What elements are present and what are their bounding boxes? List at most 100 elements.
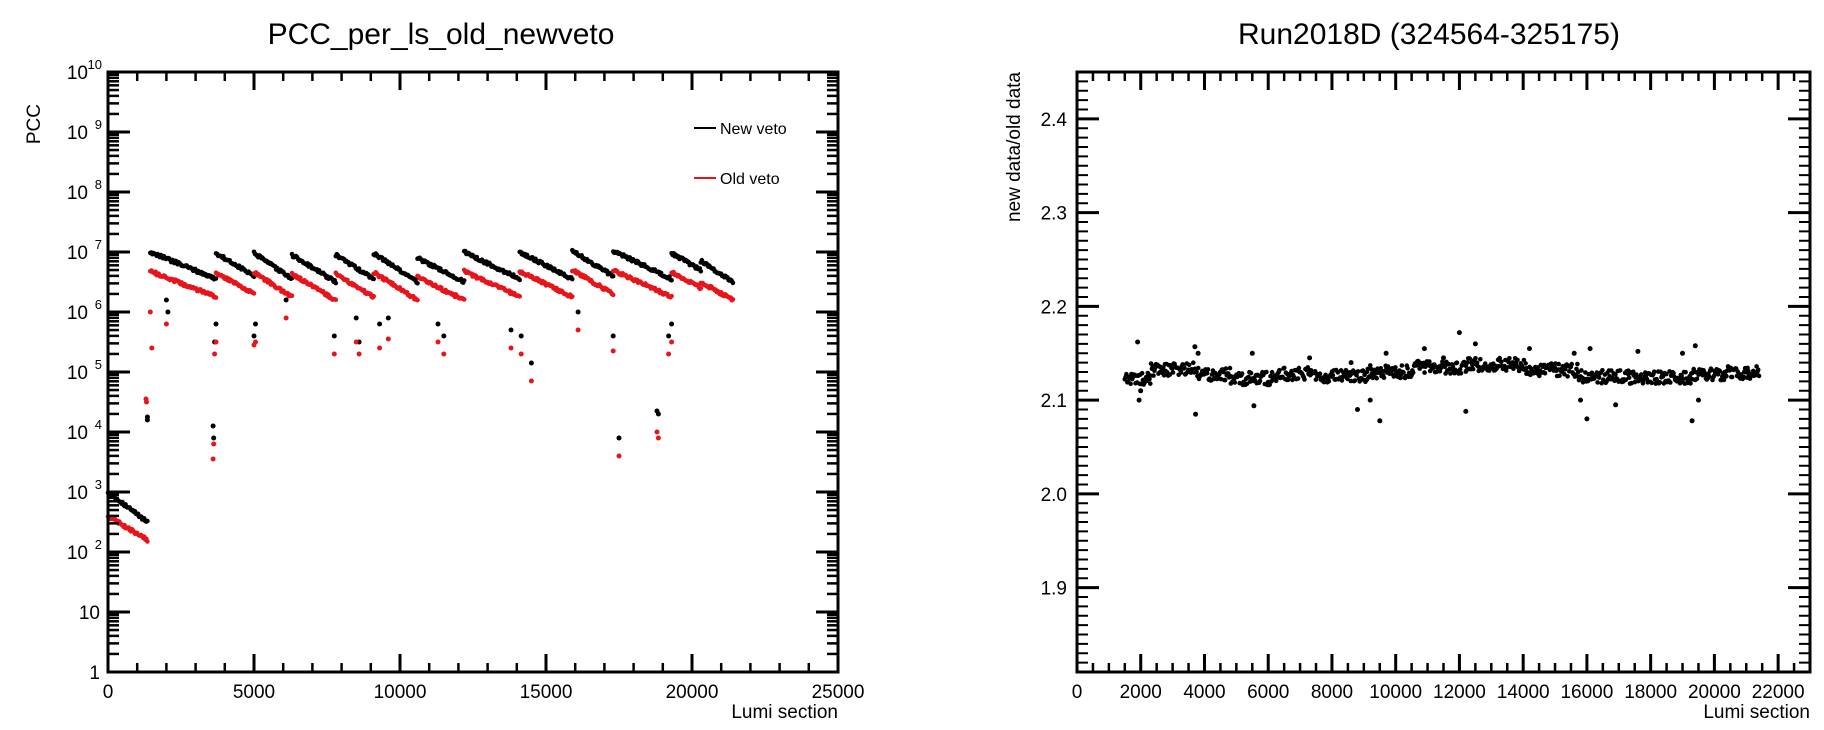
data-point (333, 297, 339, 303)
y-tick-label-exponent: 8 (95, 177, 102, 192)
data-point (165, 309, 171, 315)
data-point (1756, 373, 1762, 379)
data-point (610, 292, 616, 298)
data-point (385, 336, 391, 342)
data-point (1630, 369, 1636, 375)
data-point (1578, 397, 1583, 403)
data-point (1571, 350, 1577, 356)
legend-label: Old veto (720, 171, 780, 188)
data-point (1417, 366, 1422, 371)
y-tick-label: 10 (67, 543, 88, 564)
x-tick-label: 20000 (666, 682, 719, 703)
data-point (575, 327, 581, 333)
data-point (1456, 330, 1462, 336)
data-point (353, 339, 359, 345)
data-point (666, 333, 672, 339)
data-point (1239, 371, 1245, 376)
data-point (655, 435, 661, 441)
data-point (1542, 370, 1548, 376)
data-point (570, 276, 575, 282)
data-point (356, 351, 362, 357)
data-point (1405, 366, 1410, 371)
y-tick-label: 10 (67, 363, 88, 384)
x-tick-label: 8000 (1311, 682, 1353, 703)
x-tick-label: 14000 (1497, 682, 1550, 703)
data-point (377, 345, 383, 351)
data-point (1442, 364, 1448, 370)
data-point (1596, 375, 1602, 380)
data-point (385, 315, 391, 321)
data-point (1427, 359, 1432, 364)
ratio-chart-marks (1122, 330, 1762, 424)
data-point (1450, 364, 1456, 370)
data-point (1562, 371, 1567, 377)
data-point (730, 280, 736, 286)
data-point (210, 423, 216, 429)
data-point (1222, 377, 1228, 383)
data-point (213, 295, 219, 300)
data-point (1696, 397, 1701, 403)
data-point (289, 293, 295, 299)
data-point (1138, 388, 1144, 394)
data-point (1352, 378, 1358, 383)
data-point (655, 411, 661, 417)
data-point (1729, 374, 1735, 380)
data-point (1360, 368, 1366, 373)
data-point (415, 281, 420, 286)
data-point (575, 309, 581, 315)
data-point (616, 435, 622, 441)
data-point (1282, 365, 1287, 371)
data-point (144, 414, 150, 420)
data-point (518, 333, 524, 339)
data-point (1410, 370, 1416, 375)
data-point (1613, 372, 1618, 377)
y-tick-label: 10 (67, 183, 88, 204)
data-point (353, 315, 359, 321)
data-point (1170, 370, 1176, 375)
data-point (1339, 378, 1345, 383)
data-point (1579, 368, 1584, 373)
data-point (371, 293, 377, 299)
data-point (283, 315, 289, 321)
data-point (441, 333, 447, 339)
data-point (1264, 369, 1269, 375)
data-point (1401, 370, 1406, 375)
data-point (1377, 418, 1383, 424)
data-point (1584, 416, 1590, 422)
y-tick-label: 10 (67, 63, 88, 84)
data-point (283, 297, 289, 303)
data-point (570, 294, 575, 299)
data-point (1613, 402, 1619, 408)
data-point (1249, 350, 1255, 356)
pcc-chart-x-axis-label: Lumi section (731, 702, 838, 723)
data-point (698, 286, 704, 291)
data-point (1193, 411, 1199, 417)
data-point (1151, 373, 1156, 378)
x-tick-label: 5000 (233, 682, 275, 703)
data-point (213, 321, 219, 327)
series-new-veto (105, 247, 736, 524)
data-point (253, 339, 258, 345)
data-point (1735, 369, 1741, 375)
plot-frame (106, 70, 840, 674)
data-point (1709, 367, 1714, 373)
data-point (1575, 361, 1580, 367)
data-point (1182, 365, 1187, 370)
data-point (1587, 346, 1593, 352)
data-point (1367, 397, 1373, 403)
data-point (666, 351, 672, 357)
data-point (1399, 363, 1405, 368)
y-tick-label-exponent: 10 (88, 57, 102, 72)
data-point (1335, 370, 1341, 375)
x-tick-label: 6000 (1247, 682, 1289, 703)
data-point (461, 297, 467, 302)
data-point (144, 399, 149, 405)
data-point (1523, 361, 1528, 366)
data-point (441, 351, 447, 357)
data-point (1296, 365, 1302, 371)
data-point (1711, 373, 1717, 379)
data-point (1139, 370, 1145, 376)
y-tick-label: 2.4 (1041, 110, 1068, 131)
data-point (1623, 377, 1629, 383)
